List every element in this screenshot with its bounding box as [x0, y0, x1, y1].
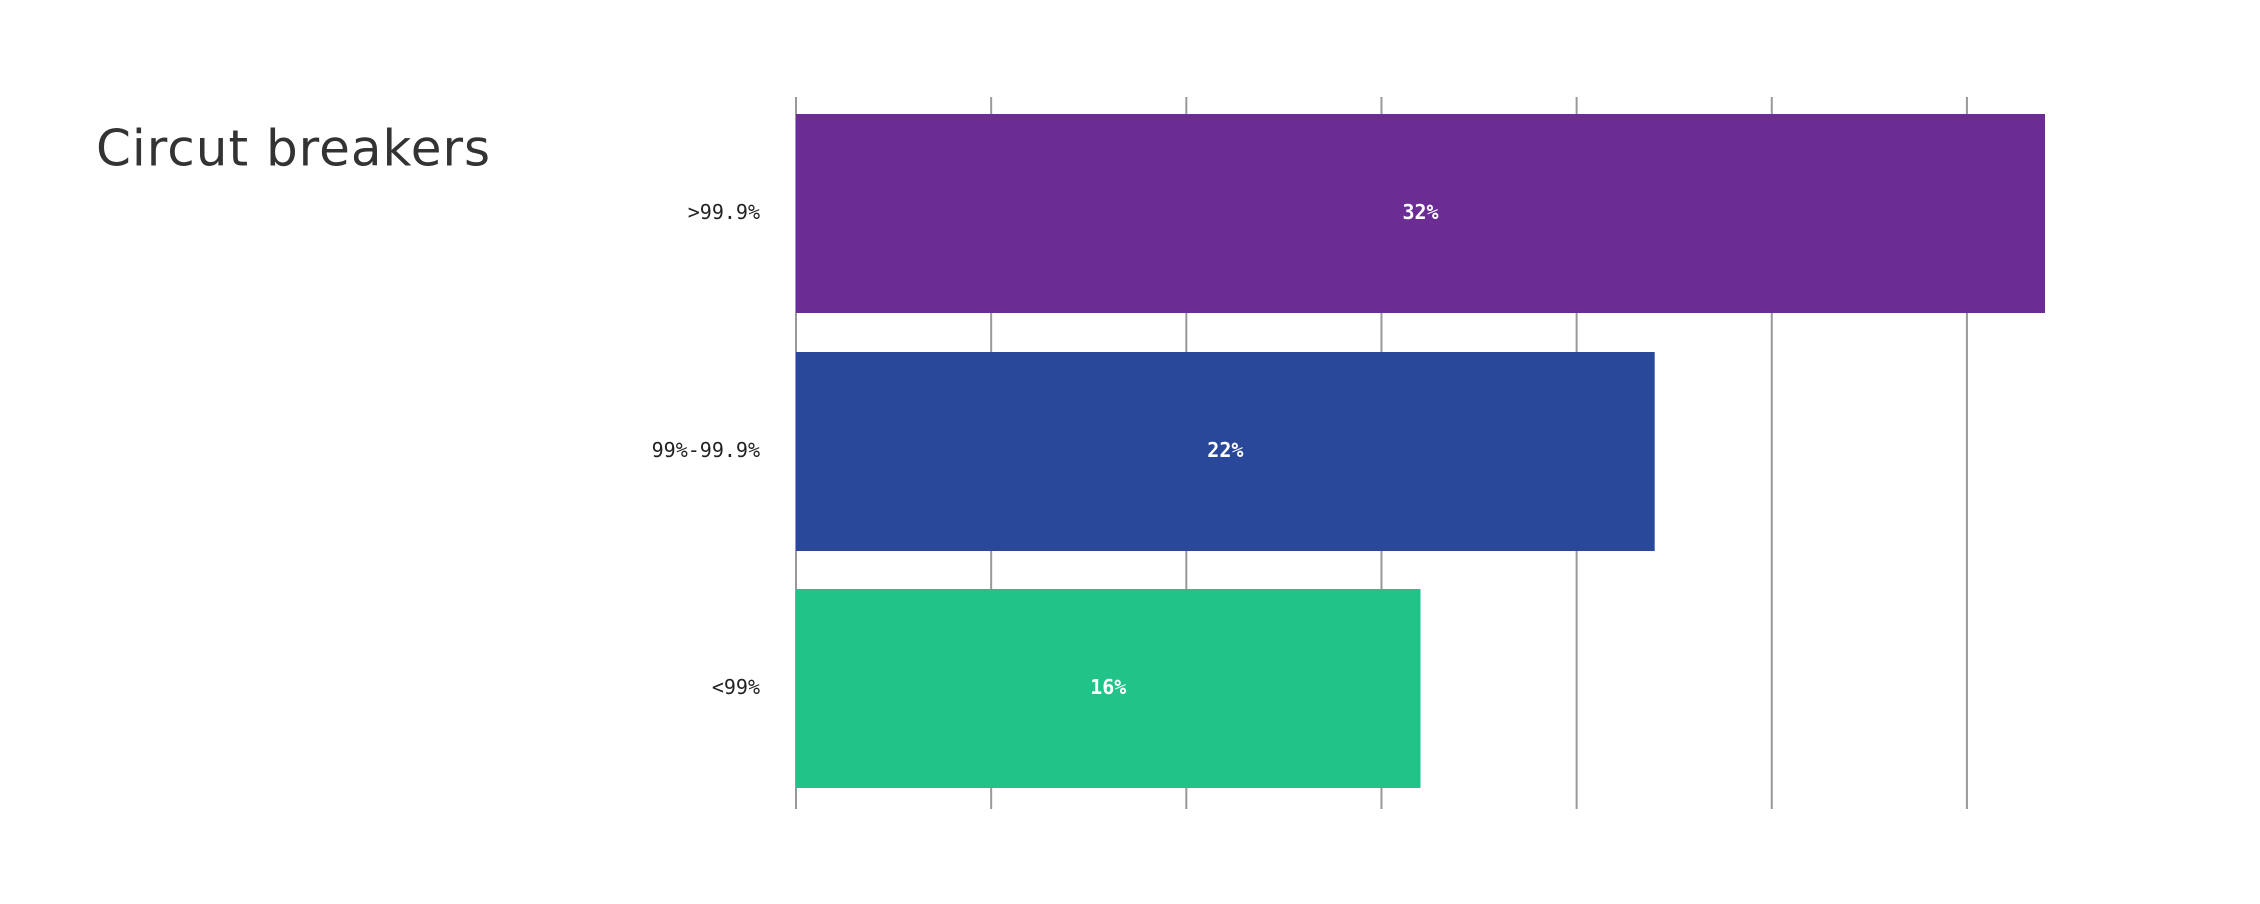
chart-title: Circut breakers — [96, 120, 491, 178]
y-tick-label: 99%-99.9% — [652, 438, 760, 462]
y-tick-label: >99.9% — [688, 200, 760, 224]
bar — [796, 114, 2045, 313]
value-label: 32% — [1402, 200, 1438, 224]
bar — [796, 589, 1421, 788]
value-label: 22% — [1207, 438, 1243, 462]
y-tick-label: <99% — [712, 675, 760, 699]
value-label: 16% — [1090, 675, 1126, 699]
bar — [796, 352, 1655, 551]
